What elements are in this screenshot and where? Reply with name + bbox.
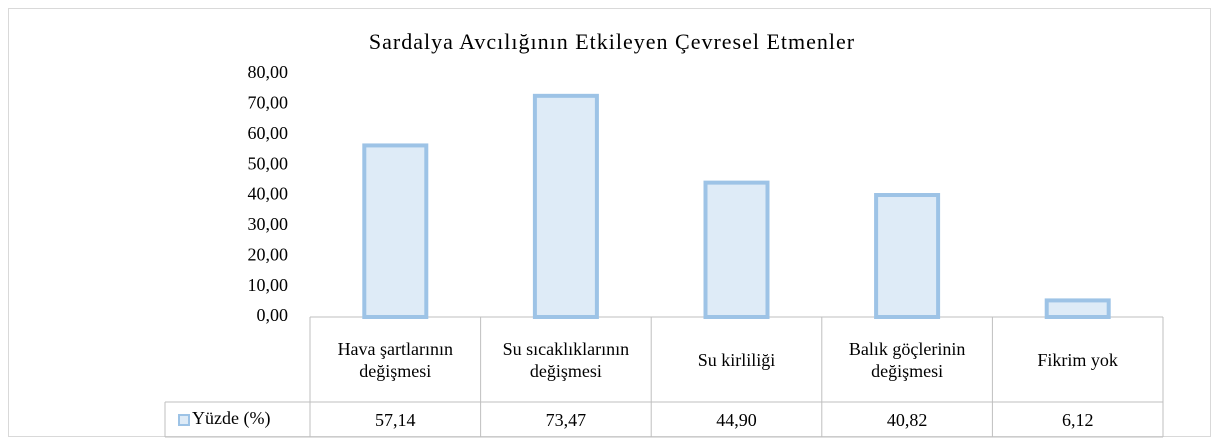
y-tick-label: 60,00 <box>248 123 289 143</box>
x-tick-label: Balık göçlerinin değişmesi <box>822 317 993 402</box>
data-label: 40,82 <box>822 402 993 437</box>
data-label: 6,12 <box>992 402 1163 437</box>
data-label-text: 40,82 <box>886 409 928 430</box>
x-tick-label: Fikrim yok <box>992 317 1163 402</box>
legend-label: Yüzde (%) <box>192 408 270 429</box>
x-tick-label: Su kirliliği <box>651 317 822 402</box>
y-tick-label: 80,00 <box>248 62 289 82</box>
bar <box>362 143 429 319</box>
data-label-text: 73,47 <box>545 409 587 430</box>
y-tick-label: 20,00 <box>248 244 289 264</box>
x-tick-label: Hava şartlarının değişmesi <box>310 317 481 402</box>
y-tick-label: 10,00 <box>248 275 289 295</box>
x-tick-label-text: Balık göçlerinin değişmesi <box>848 338 966 381</box>
y-tick-label: 50,00 <box>248 153 289 173</box>
x-tick-label: Su sıcaklıklarının değişmesi <box>481 317 652 402</box>
bar <box>1044 298 1111 319</box>
bar <box>703 180 770 319</box>
bar <box>532 93 599 320</box>
chart-border <box>8 8 1211 437</box>
x-tick-label-text: Fikrim yok <box>1037 349 1118 370</box>
data-label: 44,90 <box>651 402 822 437</box>
x-tick-label-text: Su kirliliği <box>697 349 776 370</box>
chart-title: Sardalya Avcılığının Etkileyen Çevresel … <box>369 29 855 54</box>
y-tick-label: 0,00 <box>257 305 289 325</box>
y-tick-label: 40,00 <box>248 184 289 204</box>
y-tick-label: 30,00 <box>248 214 289 234</box>
data-label-text: 44,90 <box>716 409 757 430</box>
legend-key <box>178 414 190 426</box>
bar <box>874 193 941 319</box>
data-label-text: 6,12 <box>1061 409 1094 430</box>
data-label-text: 57,14 <box>375 409 416 430</box>
data-label: 57,14 <box>310 402 481 437</box>
x-tick-label-text: Su sıcaklıklarının değişmesi <box>502 338 630 381</box>
x-tick-label-text: Hava şartlarının değişmesi <box>337 338 454 381</box>
y-tick-label: 70,00 <box>248 93 289 113</box>
data-label: 73,47 <box>481 402 652 437</box>
